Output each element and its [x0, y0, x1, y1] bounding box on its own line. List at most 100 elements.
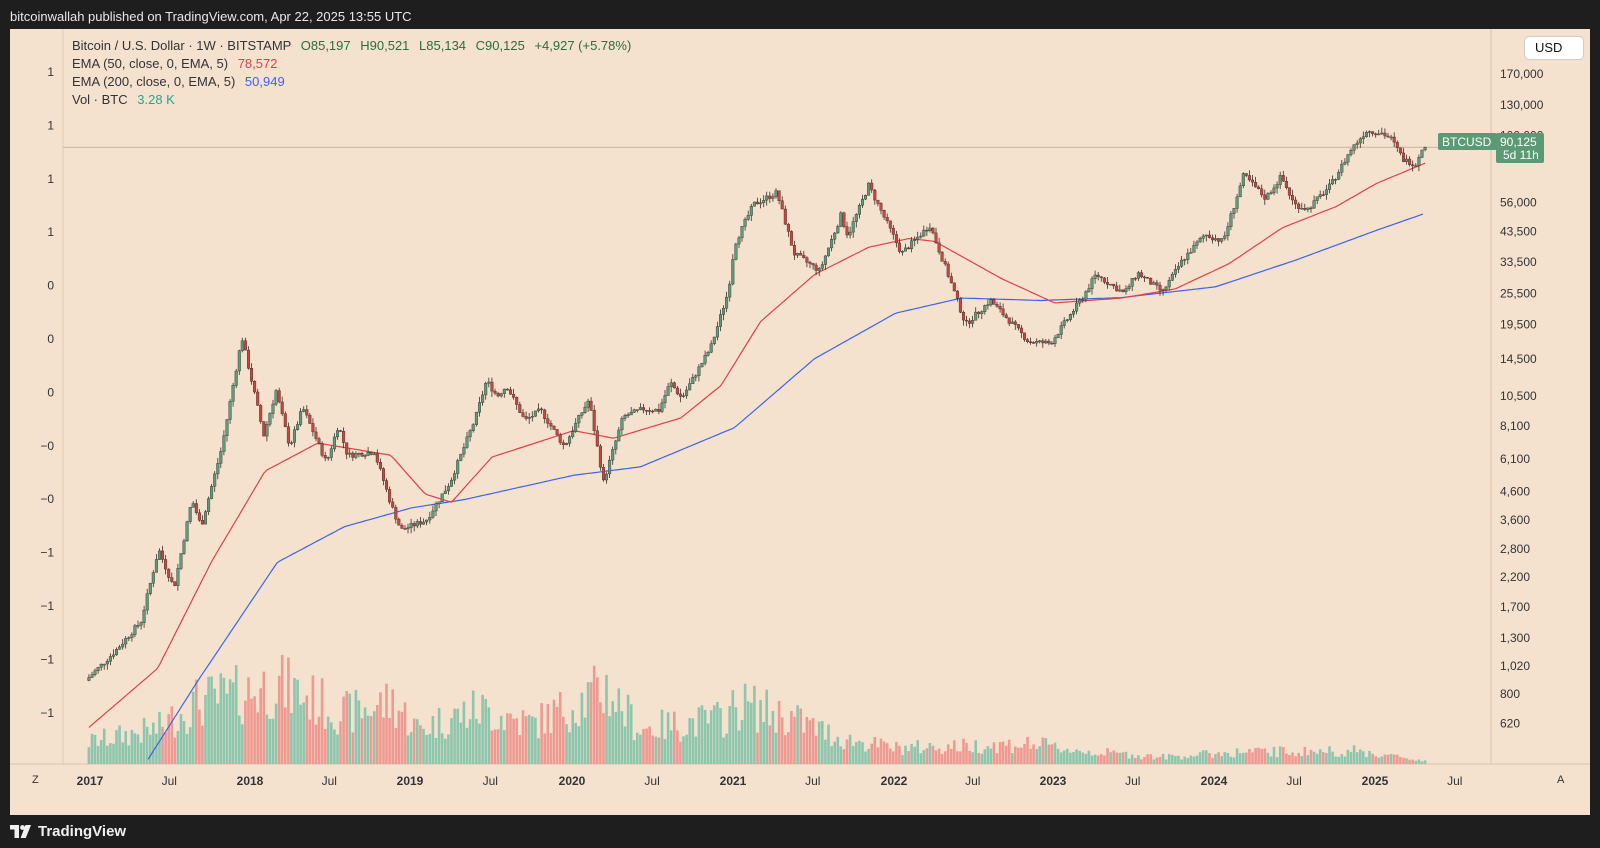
- volume-bar: [1059, 752, 1063, 764]
- chart-area[interactable]: 1 1 1 1 0 0 0 −0 −0 −1 −1 −1 −1 620 800 1,020 1,300 1,70…: [10, 29, 1590, 815]
- volume-bar: [142, 717, 146, 764]
- volume-bar: [592, 665, 596, 764]
- volume-bar: [231, 682, 235, 764]
- candle: [296, 421, 300, 431]
- candle: [765, 191, 769, 206]
- candle: [725, 291, 729, 313]
- legend-main-row[interactable]: Bitcoin / U.S. Dollar · 1W · BITSTAMP O8…: [72, 37, 631, 55]
- candle: [326, 456, 330, 461]
- volume-bar: [1217, 752, 1220, 764]
- left-scale-label: 1: [47, 225, 54, 239]
- candle: [989, 297, 993, 307]
- volume-bar: [1245, 752, 1248, 764]
- candle: [675, 386, 679, 396]
- volume-bar: [348, 693, 351, 764]
- candle: [962, 310, 966, 326]
- volume-bar: [1232, 757, 1236, 764]
- candle: [1118, 284, 1122, 293]
- candle: [465, 431, 469, 449]
- candle: [317, 436, 321, 445]
- volume-bar: [213, 688, 216, 764]
- volume-bar: [562, 716, 565, 764]
- volume-bar: [1130, 754, 1134, 764]
- candle: [363, 454, 367, 460]
- price-tick-label: 2,800: [1500, 542, 1530, 556]
- candle: [1149, 277, 1153, 285]
- candle: [589, 397, 593, 411]
- time-tick-label: Jul: [1286, 774, 1301, 788]
- legend-symbol: Bitcoin / U.S. Dollar · 1W · BITSTAMP: [72, 38, 292, 53]
- volume-bar: [1029, 749, 1032, 764]
- candle: [642, 404, 646, 414]
- legend-ema50-row[interactable]: EMA (50, close, 0, EMA, 5) 78,572: [72, 55, 631, 73]
- volume-bar: [1183, 756, 1186, 764]
- candle: [571, 426, 575, 439]
- candle: [1404, 154, 1408, 165]
- candle: [1414, 163, 1418, 167]
- volume-bar: [1177, 755, 1180, 764]
- volume-bar: [336, 734, 339, 764]
- volume-bar: [833, 741, 836, 764]
- time-scale[interactable]: 2017 Jul 2018 Jul 2019 Jul 2020 Jul 2021 Jul 2022 J…: [77, 774, 1463, 788]
- volume-bar: [589, 682, 593, 764]
- candle: [1124, 285, 1128, 295]
- volume-bar: [360, 718, 364, 764]
- legend-volume-row[interactable]: Vol · BTC 3.28 K: [72, 91, 631, 109]
- candle: [1371, 131, 1375, 137]
- zoom-button[interactable]: Z: [32, 774, 39, 786]
- volume-bar: [102, 728, 106, 764]
- volume-bar: [571, 710, 574, 764]
- candle: [1136, 271, 1140, 281]
- candle: [1241, 172, 1245, 189]
- candle: [124, 636, 128, 649]
- candle: [1158, 281, 1162, 296]
- volume-bar: [106, 745, 109, 764]
- candle: [1263, 189, 1267, 205]
- volume-bar: [366, 715, 370, 764]
- publisher-line: bitcoinwallah published on TradingView.c…: [10, 9, 412, 24]
- candle: [446, 483, 450, 495]
- volume-bar: [124, 731, 127, 764]
- volume-bar: [629, 704, 633, 764]
- volume-bar: [323, 729, 327, 764]
- candle: [397, 517, 401, 526]
- volume-bar: [431, 716, 435, 764]
- tradingview-logo[interactable]: TradingView: [10, 823, 126, 840]
- volume-bar: [574, 722, 577, 764]
- candle: [907, 246, 911, 250]
- volume-bar: [537, 738, 540, 764]
- candle: [493, 388, 497, 396]
- volume-bar: [774, 732, 778, 764]
- candle: [231, 382, 235, 407]
- candle: [176, 563, 180, 591]
- candle: [253, 380, 257, 394]
- candle: [372, 452, 376, 456]
- candle: [515, 396, 519, 410]
- price-chart[interactable]: 1 1 1 1 0 0 0 −0 −0 −1 −1 −1 −1 620 800 1,020 1,300 1,70…: [10, 29, 1590, 815]
- candle: [1133, 277, 1137, 282]
- candle: [1226, 222, 1230, 241]
- volume-bar: [1334, 756, 1337, 764]
- currency-button[interactable]: USD: [1525, 37, 1583, 59]
- volume-bar: [962, 738, 965, 764]
- candle: [635, 409, 639, 413]
- volume-bar: [858, 740, 861, 764]
- volume-bar: [444, 738, 447, 764]
- volume-bar: [543, 733, 546, 764]
- auto-scale-button[interactable]: A: [1557, 774, 1565, 786]
- candle: [931, 227, 935, 235]
- legend-ema200-row[interactable]: EMA (200, close, 0, EMA, 5) 50,949: [72, 73, 631, 91]
- legend-volume-label: Vol · BTC: [72, 92, 128, 107]
- volume-bar: [620, 711, 624, 764]
- volume-bar: [1014, 746, 1017, 764]
- volume-bar: [1318, 749, 1322, 764]
- candle: [481, 390, 485, 406]
- candle: [861, 194, 865, 208]
- candle: [505, 388, 509, 391]
- candle: [1081, 296, 1085, 303]
- volume-bar: [989, 748, 993, 764]
- volume-bar: [256, 712, 259, 764]
- candle: [546, 413, 550, 429]
- volume-bar: [805, 716, 809, 764]
- candle: [1167, 277, 1171, 291]
